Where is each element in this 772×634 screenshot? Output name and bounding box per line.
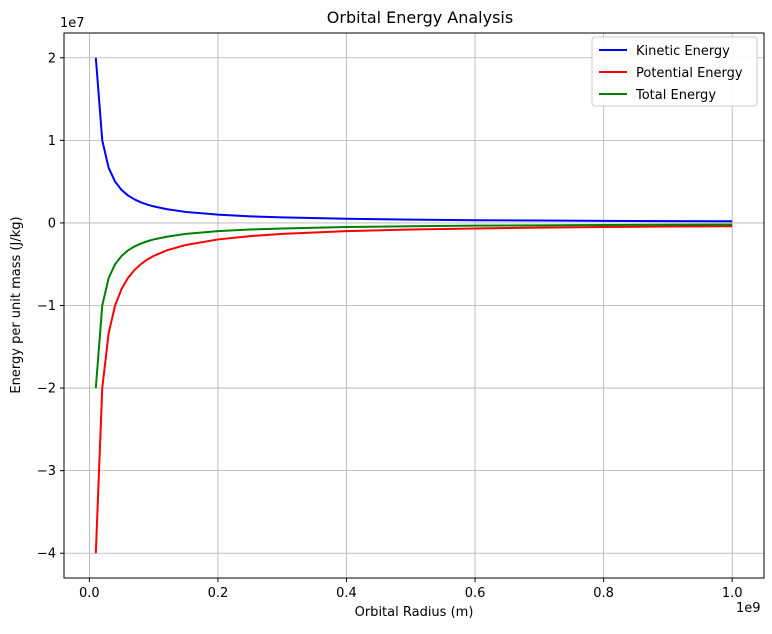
y-axis-label: Energy per unit mass (J/kg) bbox=[9, 216, 24, 393]
y-offset-label: 1e7 bbox=[60, 16, 85, 31]
series-line-potential bbox=[94, 225, 733, 554]
legend-label-total: Total Energy bbox=[635, 88, 716, 103]
x-offset-label: 1e9 bbox=[736, 601, 761, 616]
series-line-total bbox=[94, 223, 733, 389]
y-tick-label: −4 bbox=[37, 547, 56, 562]
y-tick-label: −2 bbox=[37, 382, 56, 397]
x-tick-label: 1.0 bbox=[722, 586, 743, 601]
y-tick-label: 0 bbox=[48, 216, 56, 231]
tick-layer: 0.0 0.2 0.4 0.6 0.8 1.0 −4 −3 −2 −1 0 1 2 bbox=[37, 51, 743, 601]
legend-label-potential: Potential Energy bbox=[636, 66, 743, 81]
legend: Kinetic Energy Potential Energy Total En… bbox=[591, 36, 758, 107]
series-line-kinetic bbox=[94, 57, 733, 223]
y-tick-label: −3 bbox=[37, 464, 56, 479]
x-tick-label: 0.6 bbox=[465, 586, 486, 601]
x-tick-label: 0.0 bbox=[79, 586, 100, 601]
legend-label-kinetic: Kinetic Energy bbox=[636, 44, 730, 59]
y-tick-label: 1 bbox=[48, 134, 56, 149]
x-axis-label: Orbital Radius (m) bbox=[355, 605, 474, 620]
x-tick-label: 0.4 bbox=[336, 586, 357, 601]
x-tick-label: 0.2 bbox=[208, 586, 229, 601]
y-tick-label: −1 bbox=[37, 299, 56, 314]
grid-layer bbox=[64, 33, 764, 578]
series-layer bbox=[94, 57, 733, 554]
chart-title: Orbital Energy Analysis bbox=[327, 8, 513, 27]
legend-frame bbox=[591, 36, 758, 107]
x-tick-label: 0.8 bbox=[593, 586, 614, 601]
y-tick-label: 2 bbox=[48, 51, 56, 66]
